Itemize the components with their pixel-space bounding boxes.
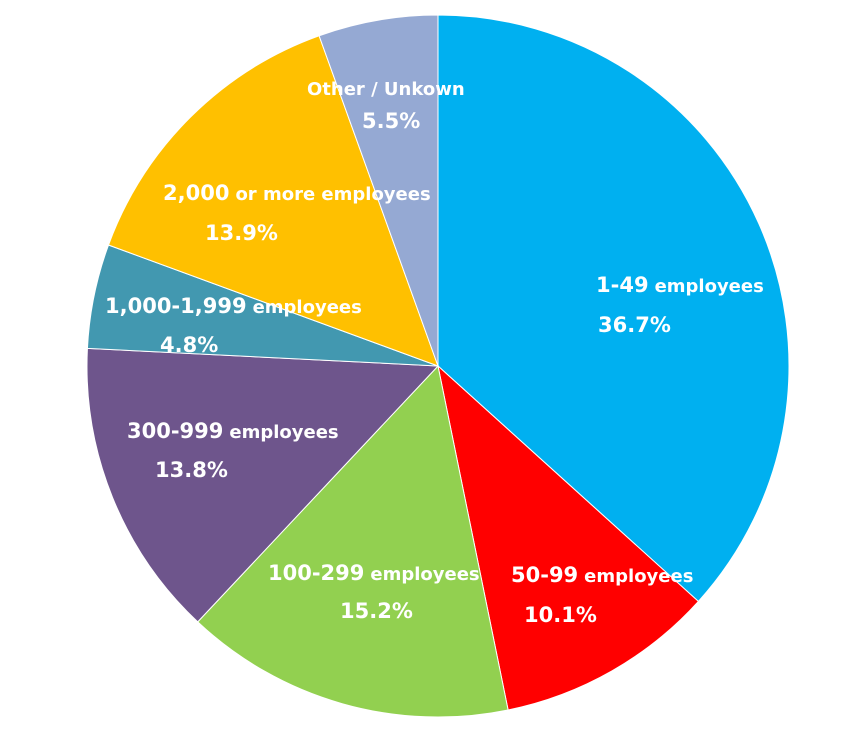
pie-slice	[197, 364, 509, 718]
slice-label-unit: employees	[584, 566, 693, 587]
slice-label-unit: employees	[370, 564, 479, 585]
slice-category-label: 1-49 employees	[596, 273, 764, 297]
slice-label-number: 50-99	[511, 563, 578, 587]
pie-slice	[107, 35, 439, 367]
slice-category-label: 1,000-1,999 employees	[105, 294, 362, 318]
slice-label-unit: employees	[253, 297, 362, 318]
slice-label-number: 100-299	[268, 561, 364, 585]
slice-category-label: Other / Unkown	[307, 79, 465, 100]
slice-value-label: 36.7%	[598, 313, 671, 337]
slice-value-label: 15.2%	[340, 599, 413, 623]
slice-label-unit: or more employees	[235, 184, 430, 205]
slice-category-label: 50-99 employees	[511, 563, 693, 587]
slice-label-number: 1,000-1,999	[105, 294, 247, 318]
slice-label-number: Other / Unkown	[307, 79, 465, 100]
pie-slice	[86, 347, 440, 623]
slice-label-number: 1-49	[596, 273, 649, 297]
labels-layer: 1-49 employees 36.7% 50-99 employees 10.1% 100…	[105, 79, 764, 627]
slice-label-unit: employees	[655, 276, 764, 297]
pie-slice	[437, 14, 790, 603]
slice-label-number: 2,000	[163, 181, 229, 205]
slice-category-label: 2,000 or more employees	[163, 181, 431, 205]
slice-label-number: 300-999	[127, 419, 223, 443]
slice-category-label: 100-299 employees	[268, 561, 480, 585]
slice-label-unit: employees	[229, 422, 338, 443]
slice-value-label: 13.8%	[155, 458, 228, 482]
slice-value-label: 13.9%	[205, 221, 278, 245]
pie-slice	[437, 364, 700, 711]
slice-value-label: 4.8%	[160, 333, 218, 357]
slice-value-label: 10.1%	[524, 603, 597, 627]
slice-category-label: 300-999 employees	[127, 419, 339, 443]
slices-layer	[86, 14, 790, 718]
slice-value-label: 5.5%	[362, 109, 420, 133]
pie-slice	[318, 14, 439, 367]
